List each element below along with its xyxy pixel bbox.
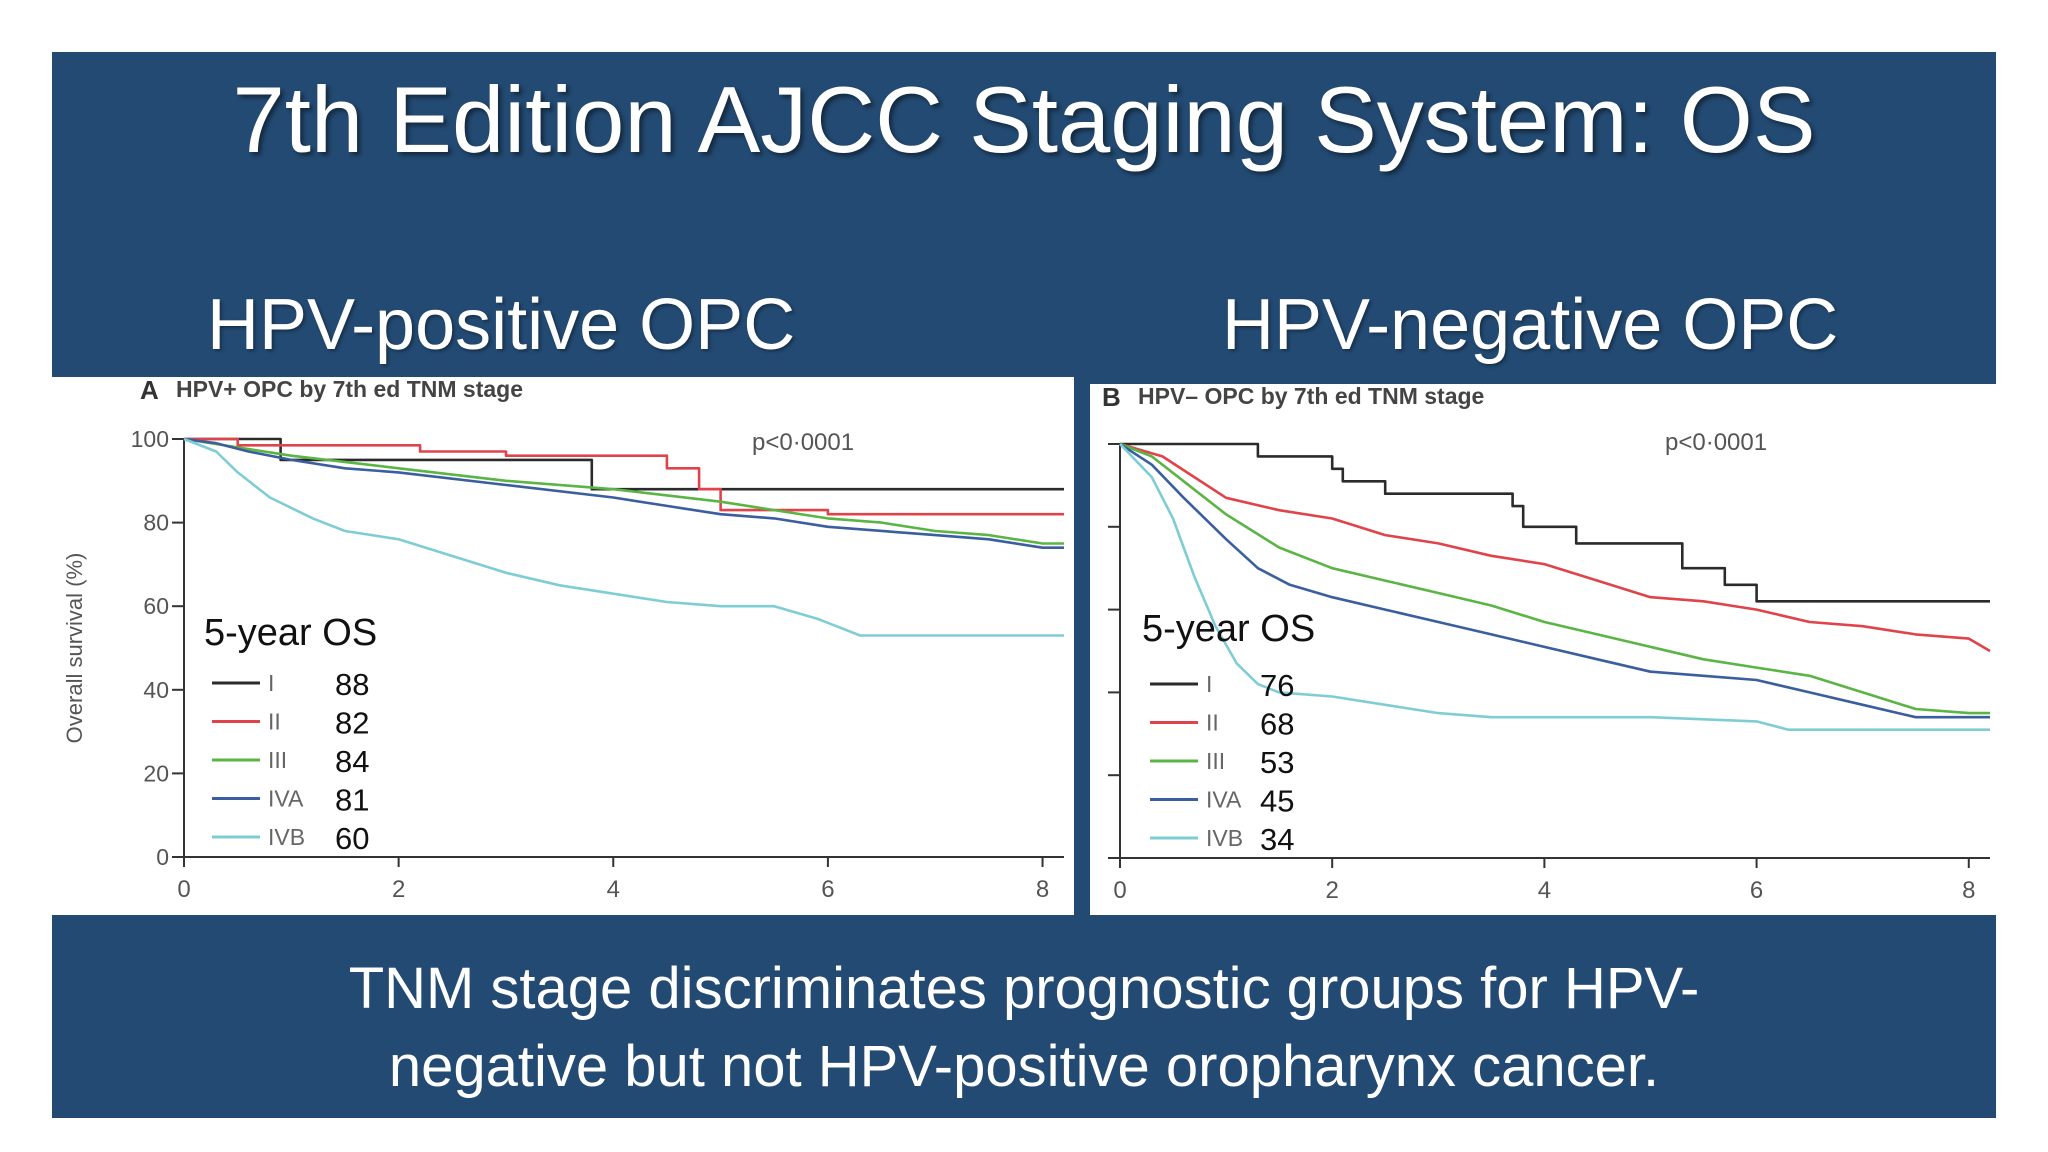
slide-title: 7th Edition AJCC Staging System: OS	[232, 67, 1816, 172]
legend-label-ivb: IVB	[1206, 825, 1243, 851]
legend-label-iii: III	[1206, 748, 1225, 774]
p-value-annotation: p<0·0001	[1665, 429, 1767, 456]
survival-curve-ii	[184, 437, 1064, 516]
footer-line-1: TNM stage discriminates prognostic group…	[348, 956, 1700, 1021]
panel-letter: A	[140, 377, 159, 405]
slide: 7th Edition AJCC Staging System: OS HPV-…	[52, 52, 1996, 1118]
survival-curve-iva	[1119, 442, 1990, 719]
panel-letter: B	[1102, 384, 1121, 412]
x-tick-label: 6	[1750, 877, 1763, 904]
y-tick-label: 100	[131, 426, 169, 452]
survival-chart-a: A HPV+ OPC by 7th ed TNM stage02040608010…	[62, 377, 1064, 903]
x-tick-label: 0	[177, 876, 190, 903]
survival-curve-iii	[1119, 442, 1990, 715]
legend-title: 5-year OS	[204, 612, 377, 654]
legend-os-value-ii: 68	[1260, 707, 1294, 742]
legend-os-value-ivb: 60	[335, 821, 369, 856]
chart-title: HPV– OPC by 7th ed TNM stage	[1138, 384, 1484, 409]
chart-title: HPV+ OPC by 7th ed TNM stage	[176, 377, 523, 402]
chart-panel-a: A HPV+ OPC by 7th ed TNM stage 0 20 40 60 80 10…	[52, 377, 1074, 915]
y-tick-label: 80	[143, 510, 169, 536]
legend-os-value-iii: 53	[1260, 745, 1294, 780]
legend-label-i: I	[1206, 671, 1212, 697]
x-tick-label: 2	[1326, 877, 1339, 904]
x-tick-label: 4	[1538, 877, 1551, 904]
legend-label-iva: IVA	[1206, 787, 1242, 813]
legend-label-ii: II	[268, 709, 281, 735]
y-tick-label: 40	[143, 677, 169, 703]
legend-label-iii: III	[268, 747, 287, 773]
x-tick-label: 6	[821, 876, 834, 903]
survival-curve-i	[1120, 442, 1990, 603]
legend-os-value-i: 88	[335, 667, 369, 702]
legend-os-value-iva: 81	[335, 783, 369, 818]
survival-curve-ivb	[183, 437, 1064, 637]
survival-curve-i	[184, 437, 1064, 491]
y-tick-label: 20	[143, 760, 169, 786]
legend-os-value-i: 76	[1260, 668, 1294, 703]
legend-os-value-ii: 82	[335, 706, 369, 741]
legend-label-iva: IVA	[268, 786, 304, 812]
subtitle-hpv-negative: HPV-negative OPC	[1222, 285, 1839, 365]
chart-panel-b: B HPV– OPC by 7th ed TNM stage 0 2 4 6 8 p<0·00…	[1090, 384, 1996, 915]
x-tick-label: 8	[1036, 876, 1049, 903]
y-axis-label: Overall survival (%)	[62, 553, 87, 744]
x-tick-label: 0	[1113, 877, 1126, 904]
survival-curve-ii	[1119, 442, 1991, 653]
legend-os-value-iii: 84	[335, 744, 369, 779]
x-tick-label: 4	[607, 876, 620, 903]
x-tick-label: 2	[392, 876, 405, 903]
legend-label-i: I	[268, 670, 274, 696]
legend-os-value-ivb: 34	[1260, 822, 1294, 857]
footer-line-2: negative but not HPV-positive oropharynx…	[388, 1034, 1660, 1099]
survival-curve-iii	[183, 437, 1064, 545]
subtitle-hpv-positive: HPV-positive OPC	[207, 285, 796, 365]
y-tick-label: 60	[143, 593, 169, 619]
legend-label-ivb: IVB	[268, 824, 305, 850]
x-tick-label: 8	[1962, 877, 1975, 904]
legend-title: 5-year OS	[1142, 608, 1315, 650]
survival-curve-ivb	[1119, 443, 1990, 732]
legend-os-value-iva: 45	[1260, 784, 1294, 819]
legend-label-ii: II	[1206, 710, 1219, 736]
p-value-annotation: p<0·0001	[752, 429, 854, 456]
y-tick-label: 0	[156, 844, 169, 870]
survival-curve-iva	[183, 437, 1064, 549]
slide-footer: TNM stage discriminates prognostic group…	[52, 950, 1996, 1106]
